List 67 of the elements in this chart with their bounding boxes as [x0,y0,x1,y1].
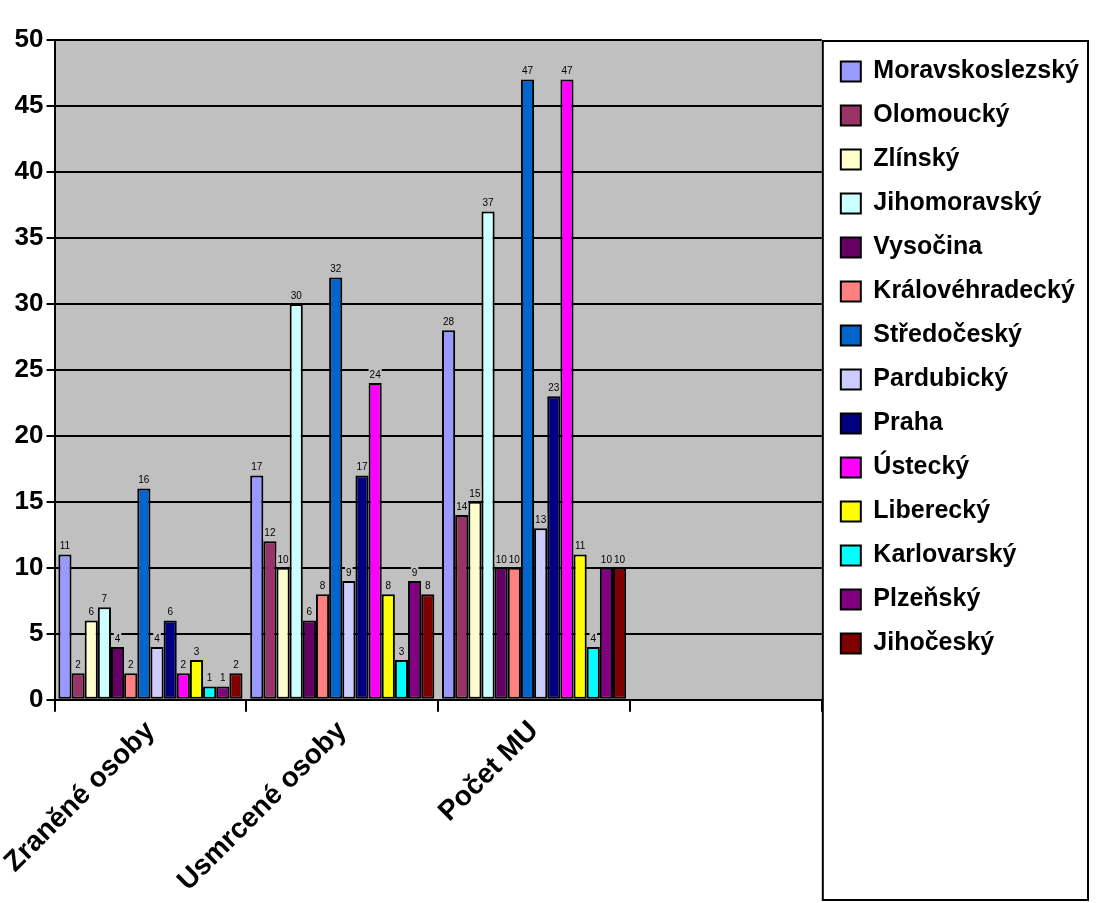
data-label: 15 [469,487,481,499]
data-label: 4 [114,632,121,644]
data-label: 10 [495,553,508,565]
data-label: 32 [330,263,342,275]
data-label: 9 [411,566,418,578]
legend-label: Středočeský [873,319,1023,348]
data-label: 9 [346,566,353,578]
y-tick-label: 35 [14,221,44,252]
data-label: 16 [138,474,150,486]
data-label: 8 [319,579,326,591]
y-tick-label: 25 [14,353,44,384]
legend-label: Moravskoslezský [873,55,1080,84]
data-label: 6 [306,606,313,618]
data-label: 24 [369,368,382,380]
data-label: 8 [385,579,392,591]
legend-label: Pardubický [873,363,1009,392]
legend-label: Zlínský [873,143,960,172]
data-label: 4 [590,632,597,644]
data-label: 10 [614,553,626,565]
data-label: 13 [535,513,547,525]
y-tick-label: 45 [14,89,44,120]
data-label: 10 [508,553,521,565]
legend-label: Olomoucký [873,99,1010,128]
y-tick-label: 30 [14,287,44,318]
legend-label: Praha [873,407,944,436]
legend-label: Jihomoravský [873,187,1042,216]
data-label: 1 [220,672,226,684]
legend-label: Vysočina [873,231,984,260]
y-tick-label: 5 [29,616,44,647]
data-label: 10 [277,553,290,565]
legend-label: Karlovarský [873,539,1017,568]
data-label: 17 [251,461,263,473]
data-label: 2 [180,659,187,671]
data-label: 10 [600,553,613,565]
y-tick-label: 15 [14,484,44,515]
legend-label: Liberecký [873,495,991,524]
legend-label: Plzeňský [873,583,981,612]
data-label: 47 [561,65,573,77]
data-label: 7 [101,593,108,605]
data-label: 14 [456,500,468,512]
data-label: 28 [443,316,455,328]
data-label: 17 [356,461,368,473]
data-label: 6 [88,606,95,618]
legend-label: Ústecký [873,450,970,480]
data-label: 12 [264,527,276,539]
data-label: 2 [75,659,82,671]
y-tick-label: 10 [14,550,44,581]
data-label: 4 [154,632,161,644]
y-tick-label: 50 [14,23,44,54]
data-label: 47 [521,65,534,77]
y-tick-label: 0 [29,682,44,713]
data-label: 30 [290,289,303,301]
data-label: 23 [548,381,560,393]
data-label: 3 [398,645,405,657]
y-tick-label: 20 [14,418,44,449]
data-label: 6 [167,606,174,618]
data-label: 37 [482,197,495,209]
data-label: 11 [59,540,71,552]
data-label: 2 [233,659,240,671]
data-label: 1 [206,672,213,684]
y-tick-label: 40 [14,155,44,186]
legend-label: Královéhradecký [873,275,1075,304]
data-label: 8 [424,579,431,591]
data-label: 11 [574,540,586,552]
data-label: 3 [193,645,200,657]
legend-label: Jihočeský [873,627,995,656]
data-label: 2 [127,659,134,671]
